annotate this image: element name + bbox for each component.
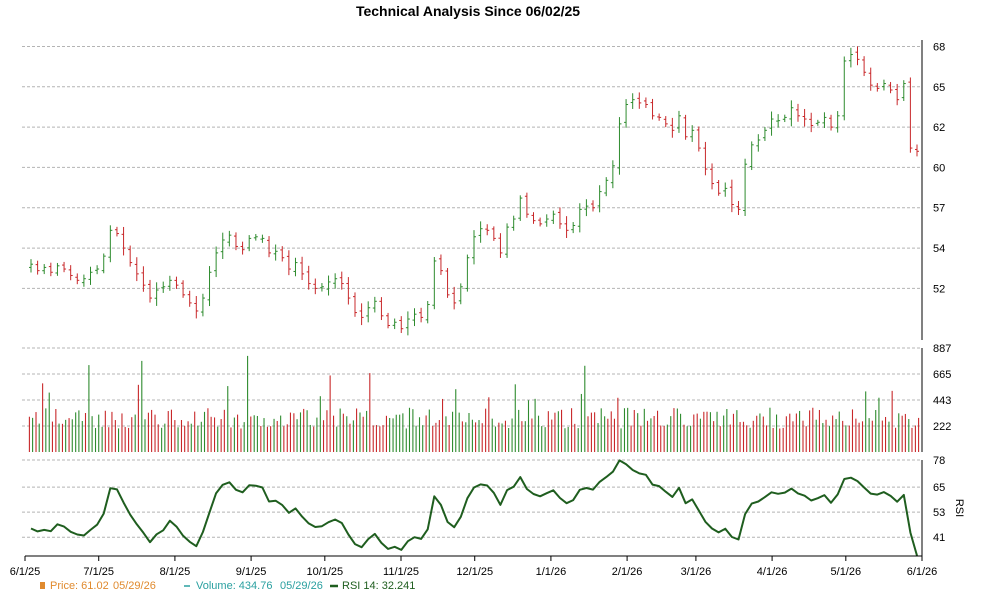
x-tick-label: 6/1/25 — [10, 566, 41, 578]
x-tick-label: 7/1/25 — [83, 566, 114, 578]
rsi-tick-label: 41 — [933, 532, 945, 544]
x-tick-label: 5/1/26 — [831, 566, 862, 578]
x-tick-label: 3/1/26 — [681, 566, 712, 578]
x-tick-label: 2/1/26 — [612, 566, 643, 578]
volume-tick-label: 665 — [933, 369, 951, 381]
price-legend-date: 05/29/26 — [113, 580, 156, 592]
chart-title: Technical Analysis Since 06/02/25 — [356, 3, 580, 19]
x-tick-label: 1/1/26 — [536, 566, 567, 578]
price-tick-label: 65 — [933, 82, 945, 94]
rsi-gridlines — [22, 459, 922, 538]
price-legend-swatch — [40, 582, 45, 589]
rsi-tick-label: 53 — [933, 507, 945, 519]
rsi-y-tick-labels: 78 65 53 41 — [933, 455, 945, 544]
volume-legend-label: Volume: 434.76 — [196, 580, 272, 592]
volume-tick-label: 443 — [933, 395, 951, 407]
price-tick-label: 54 — [933, 243, 945, 255]
price-tick-label: 62 — [933, 122, 945, 134]
x-tick-label: 4/1/26 — [757, 566, 788, 578]
price-ohlc-bars — [29, 46, 919, 336]
price-tick-label: 52 — [933, 283, 945, 295]
x-tick-label: 9/1/25 — [236, 566, 267, 578]
price-gridlines — [22, 45, 922, 289]
x-tick-label: 6/1/26 — [907, 566, 938, 578]
legend: Price: 61.02 05/29/26 Volume: 434.76 05/… — [40, 580, 415, 592]
price-tick-label: 60 — [933, 162, 945, 174]
rsi-axis-label: RSI — [953, 499, 965, 517]
volume-tick-label: 887 — [933, 343, 951, 355]
x-tick-label: 10/1/25 — [306, 566, 343, 578]
volume-y-tick-labels: 887 665 443 222 — [933, 343, 951, 433]
rsi-tick-label: 65 — [933, 482, 945, 494]
volume-bars — [28, 355, 920, 452]
x-tick-label: 12/1/25 — [456, 566, 493, 578]
rsi-legend-label: RSI 14: 32.241 — [342, 580, 415, 592]
volume-legend-date: 05/29/26 — [280, 580, 323, 592]
x-tick-label: 8/1/25 — [160, 566, 191, 578]
rsi-line-group — [30, 459, 918, 556]
volume-gridlines — [22, 347, 922, 427]
x-tick-label: 11/1/25 — [383, 566, 419, 578]
x-tick-labels: 6/1/25 7/1/25 8/1/25 9/1/25 10/1/25 11/1/25 12… — [10, 556, 938, 578]
rsi-line — [30, 459, 918, 556]
volume-tick-label: 222 — [933, 421, 951, 433]
price-y-tick-labels: 68 65 62 60 57 54 52 — [933, 41, 945, 295]
rsi-tick-label: 78 — [933, 455, 945, 467]
price-tick-label: 68 — [933, 41, 945, 53]
price-tick-label: 57 — [933, 203, 945, 215]
price-legend-label: Price: 61.02 — [50, 580, 109, 592]
